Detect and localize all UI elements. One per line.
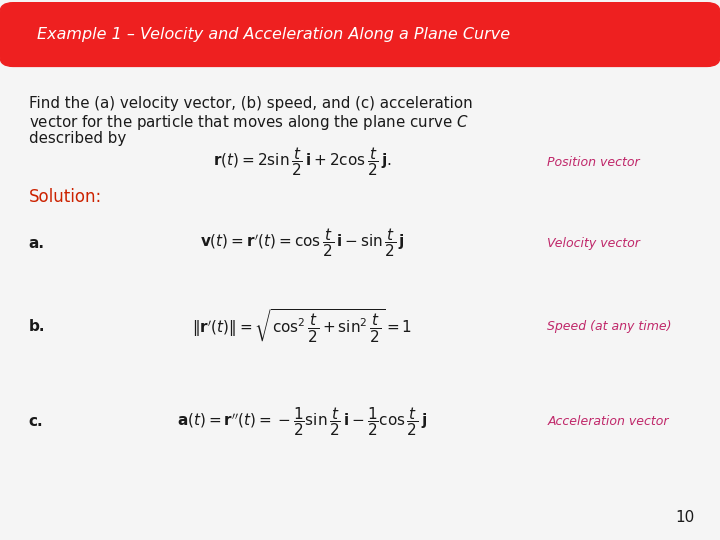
Text: 10: 10 (675, 510, 695, 525)
Text: vector for the particle that moves along the plane curve $C$: vector for the particle that moves along… (29, 113, 468, 132)
Text: c.: c. (29, 414, 43, 429)
Text: Velocity vector: Velocity vector (547, 237, 640, 249)
Text: $\mathbf{r}(t) = 2\sin\dfrac{t}{2}\,\mathbf{i} + 2\cos\dfrac{t}{2}\,\mathbf{j}.$: $\mathbf{r}(t) = 2\sin\dfrac{t}{2}\,\mat… (213, 146, 392, 178)
Text: Acceleration vector: Acceleration vector (547, 415, 669, 428)
Text: Speed (at any time): Speed (at any time) (547, 320, 672, 333)
Text: $\mathbf{v}(t) = \mathbf{r}'(t) = \cos\dfrac{t}{2}\,\mathbf{i} - \sin\dfrac{t}{2: $\mathbf{v}(t) = \mathbf{r}'(t) = \cos\d… (200, 227, 405, 259)
Text: b.: b. (29, 319, 45, 334)
Text: Find the (a) velocity vector, (b) speed, and (c) acceleration: Find the (a) velocity vector, (b) speed,… (29, 96, 472, 111)
Text: described by: described by (29, 131, 126, 146)
Text: $\|\mathbf{r}'(t)\| = \sqrt{\cos^2\dfrac{t}{2} + \sin^2\dfrac{t}{2}} = 1$: $\|\mathbf{r}'(t)\| = \sqrt{\cos^2\dfrac… (192, 308, 413, 346)
FancyBboxPatch shape (0, 3, 720, 66)
Text: Example 1 – Velocity and Acceleration Along a Plane Curve: Example 1 – Velocity and Acceleration Al… (37, 27, 510, 42)
Text: a.: a. (29, 235, 45, 251)
Text: $\mathbf{a}(t) = \mathbf{r}''(t) = -\dfrac{1}{2}\sin\dfrac{t}{2}\,\mathbf{i} - \: $\mathbf{a}(t) = \mathbf{r}''(t) = -\dfr… (177, 405, 428, 437)
Text: Solution:: Solution: (29, 188, 102, 206)
Text: Position vector: Position vector (547, 156, 640, 168)
